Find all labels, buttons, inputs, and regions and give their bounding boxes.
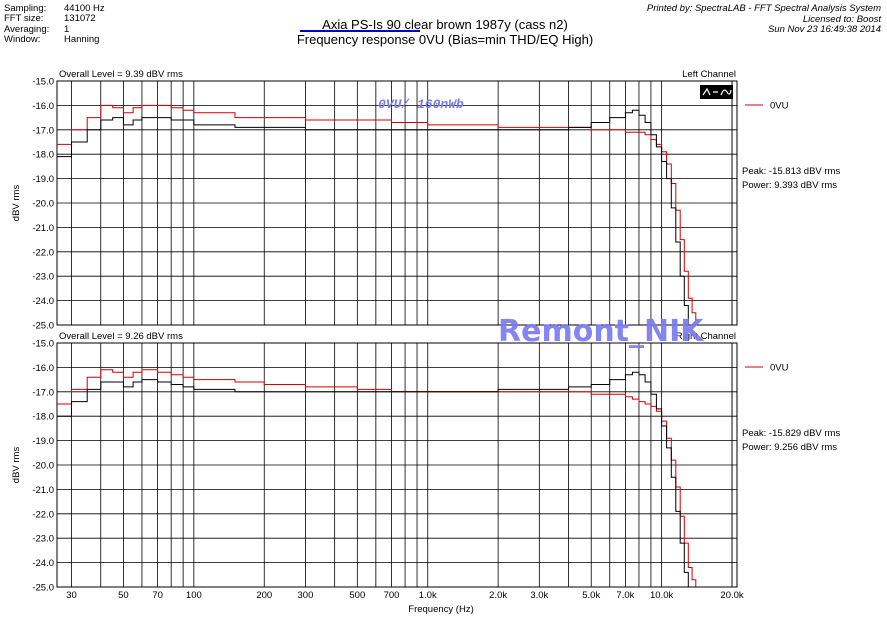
x-axis-label: Frequency (Hz): [408, 604, 473, 615]
chart-title: Axia PS-Is 90 clear brown 1987y (cass n2…: [322, 17, 568, 32]
meta-value: 1: [64, 23, 70, 35]
meta-value: Hanning: [64, 34, 100, 46]
overall-level-label: Overall Level = 9.26 dBV rms: [59, 331, 183, 342]
y-tick-label: -20.0: [32, 199, 54, 210]
ref-level-watermark: 0VU/ 160nWb: [378, 97, 464, 112]
y-axis-label: dBV rms: [11, 185, 22, 222]
meta-row: Sampling: 44100 Hz: [4, 3, 105, 14]
x-tick-label: 2.0k: [489, 590, 507, 601]
x-tick-label: 500: [349, 590, 365, 601]
y-tick-label: -23.0: [32, 534, 54, 545]
y-tick-label: -22.0: [32, 509, 54, 520]
meta-value: 131072: [64, 13, 96, 25]
y-tick-label: -25.0: [32, 321, 54, 332]
meta-row: Window: Hanning: [4, 34, 105, 46]
measurement-settings: Sampling: 44100 Hz FFT size: 131072 Averagin…: [4, 3, 105, 46]
y-axis-label: dBV rms: [11, 447, 22, 484]
x-tick-label: 200: [256, 590, 272, 601]
analyzer-icon: [700, 85, 733, 99]
chart-panel-2: -15.0 -16.0 -17.0 -18.0 -19.0 -20.0 -21.0 -22.0…: [11, 331, 840, 594]
y-tick-label: -24.0: [32, 296, 54, 307]
meta-label: Sampling:: [4, 3, 47, 14]
author-watermark: Remont_NIK: [498, 314, 705, 349]
y-tick-label: -22.0: [32, 247, 54, 258]
series-black-line: [57, 109, 732, 326]
y-tick-label: -19.0: [32, 436, 54, 447]
channel-label: Left Channel: [682, 69, 736, 80]
y-tick-label: -15.0: [32, 77, 54, 88]
y-tick-label: -19.0: [32, 174, 54, 185]
meta-row: Averaging: 1: [4, 23, 105, 35]
legend-label: 0VU: [770, 363, 789, 374]
meta-label: FFT size:: [4, 13, 44, 25]
series-black-line: [57, 371, 732, 588]
y-tick-label: -20.0: [32, 461, 54, 472]
y-tick-label: -15.0: [32, 339, 54, 350]
series-red-line: [57, 369, 732, 588]
series-red-line: [57, 104, 732, 326]
y-tick-label: -24.0: [32, 558, 54, 569]
x-tick-label: 50: [118, 590, 129, 601]
printed-by-info: Printed by: SpectraLAB - FFT Spectral An…: [646, 3, 881, 36]
x-tick-label: 1.0k: [419, 590, 437, 601]
analyzer-icon-glyph: [702, 87, 732, 96]
peak-readout: Peak: -15.829 dBV rms: [742, 428, 840, 439]
power-readout: Power: 9.393 dBV rms: [742, 180, 837, 191]
y-tick-label: -21.0: [32, 223, 54, 234]
y-tick-label: -18.0: [32, 150, 54, 161]
meta-label: Averaging:: [4, 23, 50, 35]
x-tick-label: 30: [66, 590, 77, 601]
y-tick-label: -23.0: [32, 272, 54, 283]
x-tick-label: 300: [298, 590, 314, 601]
peak-readout: Peak: -15.813 dBV rms: [742, 166, 840, 177]
x-tick-label: 3.0k: [530, 590, 548, 601]
x-tick-label: 5.0k: [582, 590, 600, 601]
y-tick-label: -16.0: [32, 363, 54, 374]
x-tick-label: 100: [186, 590, 202, 601]
meta-label: Window:: [4, 34, 41, 46]
y-tick-label: -21.0: [32, 485, 54, 496]
y-tick-label: -25.0: [32, 583, 54, 594]
channel-label: Right Channel: [676, 331, 736, 342]
overall-level-label: Overall Level = 9.39 dBV rms: [59, 69, 183, 80]
print-date-line: Sun Nov 23 16:49:38 2014: [767, 24, 881, 36]
legend-label: 0VU: [770, 101, 789, 112]
power-readout: Power: 9.256 dBV rms: [742, 442, 837, 453]
meta-value: 44100 Hz: [64, 3, 105, 14]
chart-panel-1: -15.0 -16.0 -17.0 -18.0 -19.0 -20.0 -21.0 -22.0…: [11, 69, 840, 332]
y-tick-label: -17.0: [32, 125, 54, 136]
x-tick-label: 70: [152, 590, 163, 601]
y-tick-label: -16.0: [32, 101, 54, 112]
x-tick-label: 7.0k: [616, 590, 634, 601]
chart-titles: Axia PS-Is 90 clear brown 1987y (cass n2…: [200, 17, 690, 48]
x-tick-label: 20.0k: [720, 590, 743, 601]
x-tick-label: 700: [384, 590, 400, 601]
printed-by-line: Printed by: SpectraLAB - FFT Spectral An…: [646, 3, 881, 14]
y-tick-label: -18.0: [32, 412, 54, 423]
licensed-to-line: Licensed to: Boost: [802, 13, 881, 25]
y-tick-label: -17.0: [32, 387, 54, 398]
chart-subtitle: Frequency response 0VU (Bias=min THD/EQ …: [296, 32, 594, 47]
x-tick-label: 10.0k: [650, 590, 673, 601]
meta-row: FFT size: 131072: [4, 13, 105, 25]
